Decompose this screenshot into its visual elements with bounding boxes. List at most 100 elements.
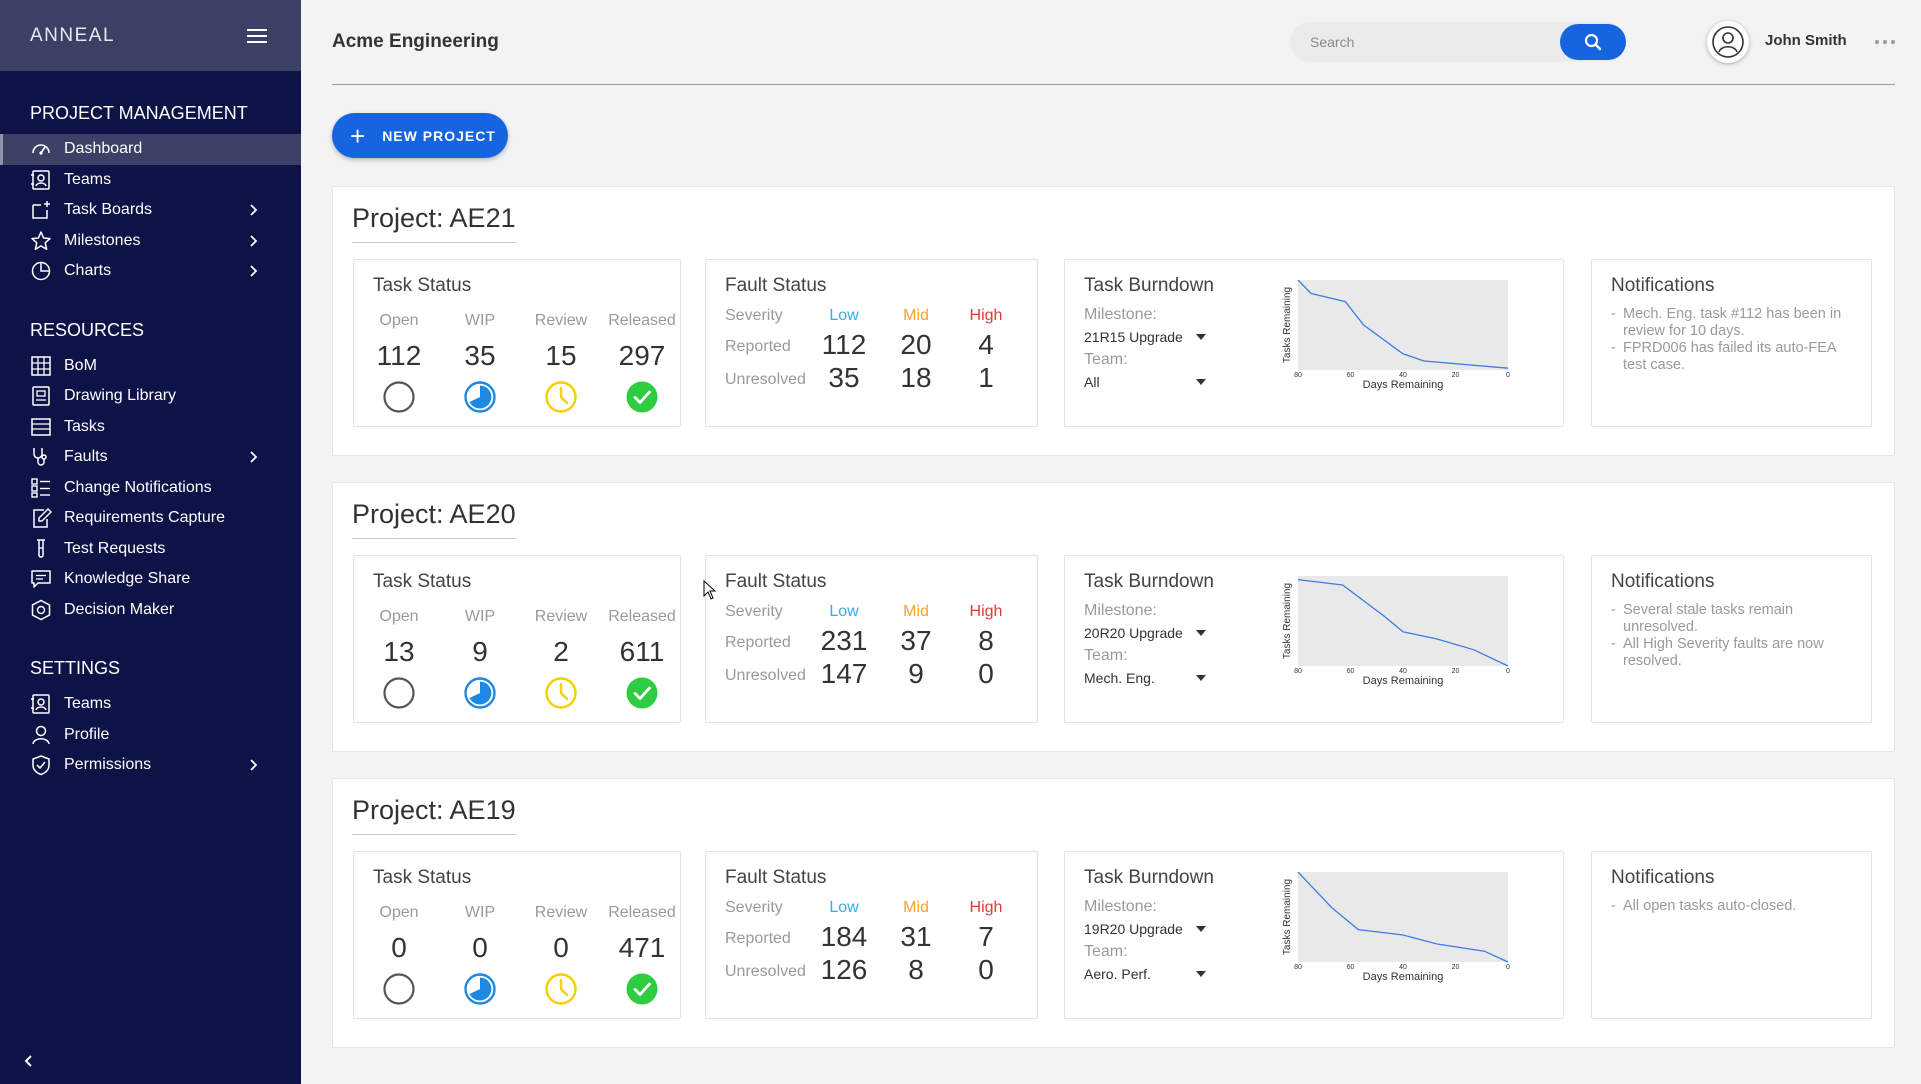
task-status-released: Released 471 — [607, 904, 677, 1006]
task-status-review: Review 2 — [526, 608, 596, 710]
search-button[interactable] — [1560, 24, 1626, 60]
task-status-panel: Task Status Open 13 WIP 9 Review 2 Released 611 — [353, 555, 681, 723]
task-status-open: Open 0 — [364, 904, 434, 1006]
burndown-chart: 80 60 40 20 0 Days Remaining Tasks Remaining — [1282, 576, 1510, 687]
unresolved-count: 8 — [908, 954, 924, 985]
unresolved-count: 1 — [978, 362, 994, 393]
x-tick-label: 0 — [1506, 964, 1510, 971]
unresolved-label: Unresolved — [725, 667, 806, 684]
unresolved-count: 0 — [978, 658, 994, 689]
task-status-panel: Task Status Open 112 WIP 35 Review 15 Released 2… — [353, 259, 681, 427]
sidebar-item-profile[interactable]: Profile — [0, 720, 301, 751]
sidebar-item-bom[interactable]: BoM — [0, 351, 301, 382]
chevron-left-icon[interactable] — [22, 1054, 36, 1068]
x-tick-label: 0 — [1506, 668, 1510, 675]
task-status-label: Review — [534, 312, 588, 329]
task-status-count: 297 — [618, 340, 666, 371]
empty-circle-icon — [382, 380, 416, 414]
task-burndown-panel: Task Burndown Milestone: 20R20 Upgrade Team… — [1064, 555, 1564, 723]
notification-item[interactable]: All open tasks auto-closed. — [1611, 898, 1859, 915]
fault-status-panel: Fault Status Severity Low Mid High Reported 23… — [705, 555, 1038, 723]
sidebar-item-label: Permissions — [64, 756, 152, 774]
search-input[interactable] — [1310, 31, 1530, 53]
notification-item[interactable]: All High Severity faults are now resolve… — [1611, 636, 1859, 670]
empty-circle-icon — [382, 676, 416, 710]
severity-low: Low — [829, 899, 859, 916]
sidebar-item-task-boards[interactable]: Task Boards — [0, 195, 301, 226]
menu-icon[interactable] — [247, 28, 267, 43]
x-tick-label: 20 — [1452, 372, 1460, 379]
project-title: Project: AE21 — [352, 203, 516, 243]
reported-count: 231 — [820, 625, 868, 656]
sidebar-item-teams[interactable]: Teams — [0, 165, 301, 196]
avatar[interactable] — [1707, 21, 1749, 63]
notification-item[interactable]: Mech. Eng. task #112 has been in review … — [1611, 306, 1859, 340]
sidebar-item-label: Drawing Library — [64, 387, 177, 405]
sidebar-item-permissions[interactable]: Permissions — [0, 750, 301, 781]
sidebar-item-label: Task Boards — [64, 201, 153, 219]
chevron-right-icon[interactable] — [247, 451, 259, 463]
task-status-review: Review 0 — [526, 904, 596, 1006]
team-value: Mech. Eng. — [1084, 670, 1155, 686]
task-status-count: 9 — [472, 636, 488, 667]
sidebar-nav: PROJECT MANAGEMENT Dashboard Teams Task Boa… — [0, 98, 301, 781]
new-project-button[interactable]: + NEW PROJECT — [332, 113, 508, 158]
chevron-right-icon[interactable] — [247, 265, 259, 277]
more-options-icon[interactable] — [1875, 40, 1895, 44]
page-title: Acme Engineering — [332, 31, 499, 52]
test-tube-icon — [30, 538, 52, 560]
teams-contact-icon — [30, 693, 52, 715]
task-status-count: 471 — [618, 932, 666, 963]
task-status-count: 35 — [464, 340, 496, 371]
grid-table-icon — [30, 355, 52, 377]
sidebar-item-teams[interactable]: Teams — [0, 689, 301, 720]
notification-item[interactable]: Several stale tasks remain unresolved. — [1611, 602, 1859, 636]
sidebar-item-faults[interactable]: Faults — [0, 442, 301, 473]
sidebar-item-requirements-capture[interactable]: Requirements Capture — [0, 503, 301, 534]
milestone-value: 20R20 Upgrade — [1084, 625, 1183, 641]
notifications-title: Notifications — [1611, 867, 1715, 888]
user-name[interactable]: John Smith — [1765, 32, 1847, 49]
severity-mid: Mid — [903, 899, 929, 916]
x-tick-label: 60 — [1347, 372, 1355, 379]
chevron-right-icon[interactable] — [247, 235, 259, 247]
sidebar-item-decision-maker[interactable]: Decision Maker — [0, 595, 301, 626]
team-label: Team: — [1084, 647, 1128, 664]
sidebar-item-dashboard[interactable]: Dashboard — [0, 134, 301, 165]
stethoscope-icon — [30, 446, 52, 468]
team-select[interactable]: Aero. Perf. — [1084, 966, 1206, 982]
chevron-right-icon[interactable] — [247, 759, 259, 771]
sidebar-item-drawing-library[interactable]: Drawing Library — [0, 381, 301, 412]
team-select[interactable]: Mech. Eng. — [1084, 670, 1206, 686]
chevron-right-icon[interactable] — [247, 204, 259, 216]
dashboard-gauge-icon — [30, 138, 52, 160]
check-circle-icon — [625, 380, 659, 414]
burndown-series-line — [1297, 872, 1509, 963]
x-tick-label: 80 — [1294, 372, 1302, 379]
sidebar-item-knowledge-share[interactable]: Knowledge Share — [0, 564, 301, 595]
notifications-panel: Notifications All open tasks auto-closed. — [1591, 851, 1872, 1019]
dropdown-arrow-icon — [1196, 334, 1206, 340]
shield-check-icon — [30, 754, 52, 776]
fault-status-title: Fault Status — [725, 275, 827, 296]
sidebar-item-change-notifications[interactable]: Change Notifications — [0, 473, 301, 504]
sidebar-item-milestones[interactable]: Milestones — [0, 226, 301, 257]
x-axis-label: Days Remaining — [1363, 379, 1444, 391]
milestone-select[interactable]: 19R20 Upgrade — [1084, 921, 1206, 937]
severity-row: Severity — [725, 899, 783, 917]
sidebar-item-label: Teams — [64, 695, 112, 713]
milestone-select[interactable]: 21R15 Upgrade — [1084, 329, 1206, 345]
pie-chart-icon — [30, 260, 52, 282]
sidebar-item-test-requests[interactable]: Test Requests — [0, 534, 301, 565]
person-icon — [1712, 26, 1744, 58]
task-status-label: Released — [608, 904, 676, 921]
burndown-chart: 80 60 40 20 0 Days Remaining Tasks Remaining — [1282, 280, 1510, 391]
team-select[interactable]: All — [1084, 374, 1206, 390]
top-bar: Acme Engineering John Smith — [332, 0, 1895, 85]
sidebar-item-tasks[interactable]: Tasks — [0, 412, 301, 443]
unresolved-count: 126 — [820, 954, 868, 985]
sidebar-item-charts[interactable]: Charts — [0, 256, 301, 287]
milestone-select[interactable]: 20R20 Upgrade — [1084, 625, 1206, 641]
notification-item[interactable]: FPRD006 has failed its auto-FEA test cas… — [1611, 340, 1859, 374]
chat-bubble-icon — [30, 568, 52, 590]
